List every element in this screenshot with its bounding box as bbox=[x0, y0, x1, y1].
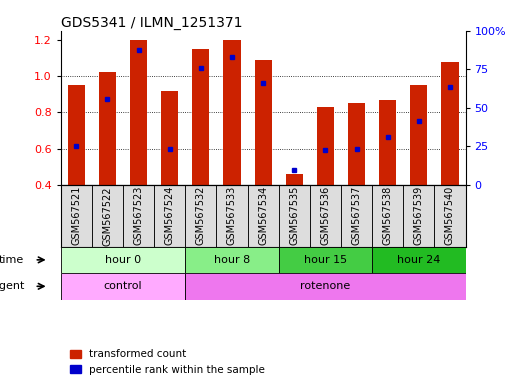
Bar bbox=[185, 247, 278, 273]
Bar bbox=[440, 61, 458, 185]
Bar bbox=[192, 49, 209, 185]
Bar bbox=[378, 100, 395, 185]
Text: GSM567538: GSM567538 bbox=[382, 186, 392, 245]
Bar bbox=[154, 185, 185, 247]
Text: agent: agent bbox=[0, 281, 24, 291]
Text: GDS5341 / ILMN_1251371: GDS5341 / ILMN_1251371 bbox=[61, 16, 242, 30]
Bar bbox=[161, 91, 178, 185]
Bar bbox=[61, 247, 185, 273]
Text: rotenone: rotenone bbox=[299, 281, 350, 291]
Text: GSM567535: GSM567535 bbox=[289, 186, 298, 245]
Bar bbox=[61, 273, 185, 300]
Bar bbox=[247, 185, 278, 247]
Bar bbox=[92, 185, 123, 247]
Bar bbox=[402, 185, 433, 247]
Bar bbox=[410, 85, 427, 185]
Bar bbox=[130, 40, 147, 185]
Text: GSM567532: GSM567532 bbox=[195, 186, 206, 245]
Bar bbox=[347, 103, 365, 185]
Bar bbox=[433, 185, 465, 247]
Bar bbox=[278, 247, 371, 273]
Text: GSM567534: GSM567534 bbox=[258, 186, 268, 245]
Text: GSM567521: GSM567521 bbox=[71, 186, 81, 245]
Bar bbox=[278, 185, 309, 247]
Bar bbox=[371, 185, 402, 247]
Text: GSM567524: GSM567524 bbox=[165, 186, 174, 245]
Text: time: time bbox=[0, 255, 24, 265]
Bar bbox=[254, 60, 271, 185]
Text: GSM567522: GSM567522 bbox=[102, 186, 112, 245]
Bar bbox=[285, 174, 302, 185]
Bar bbox=[123, 185, 154, 247]
Text: GSM567533: GSM567533 bbox=[227, 186, 236, 245]
Text: hour 15: hour 15 bbox=[303, 255, 346, 265]
Bar bbox=[185, 273, 465, 300]
Bar bbox=[223, 40, 240, 185]
Bar bbox=[61, 185, 92, 247]
Text: GSM567523: GSM567523 bbox=[133, 186, 143, 245]
Text: hour 0: hour 0 bbox=[105, 255, 141, 265]
Bar bbox=[216, 185, 247, 247]
Bar bbox=[316, 107, 333, 185]
Bar bbox=[371, 247, 465, 273]
Legend: transformed count, percentile rank within the sample: transformed count, percentile rank withi… bbox=[66, 345, 268, 379]
Bar bbox=[98, 73, 116, 185]
Bar bbox=[68, 85, 85, 185]
Text: GSM567537: GSM567537 bbox=[351, 186, 361, 245]
Bar bbox=[309, 185, 340, 247]
Text: GSM567540: GSM567540 bbox=[444, 186, 454, 245]
Text: control: control bbox=[104, 281, 142, 291]
Text: hour 8: hour 8 bbox=[214, 255, 249, 265]
Text: GSM567536: GSM567536 bbox=[320, 186, 330, 245]
Text: hour 24: hour 24 bbox=[396, 255, 440, 265]
Bar bbox=[185, 185, 216, 247]
Text: GSM567539: GSM567539 bbox=[413, 186, 423, 245]
Bar bbox=[340, 185, 371, 247]
